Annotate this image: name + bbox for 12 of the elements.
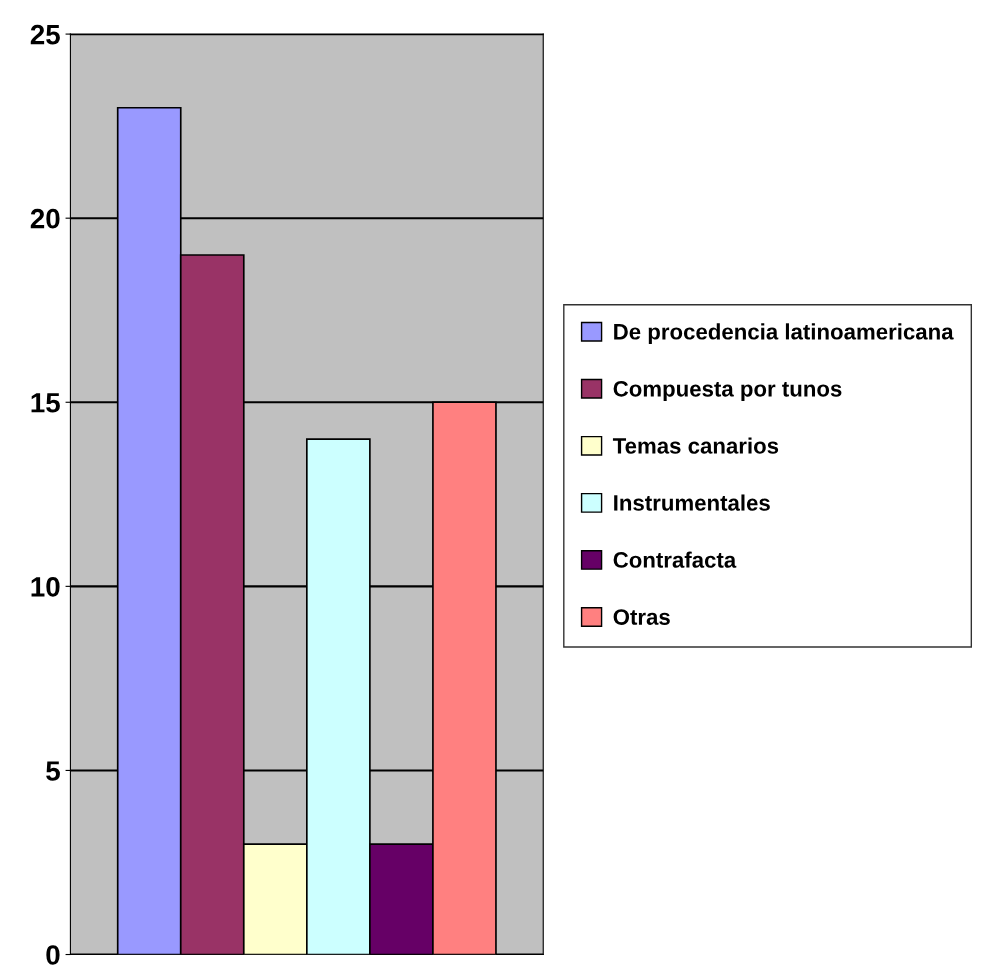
- y-tick-label: 5: [46, 761, 60, 781]
- legend-label: Compuesta por tunos: [613, 380, 842, 402]
- legend-label: Temas canarios: [612, 437, 779, 454]
- y-tick-label: 10: [31, 577, 60, 597]
- legend-label: De procedencia latinoamericana: [614, 323, 954, 345]
- legend-label: Contrafacta: [613, 551, 737, 568]
- y-tick-label: 0: [46, 945, 60, 965]
- legend-label: Instrumentales: [614, 494, 770, 511]
- y-tick-label: 25: [30, 24, 60, 45]
- legend-label: Otras: [613, 609, 670, 625]
- y-tick-label: 15: [31, 393, 60, 413]
- y-tick-label: 20: [30, 208, 60, 229]
